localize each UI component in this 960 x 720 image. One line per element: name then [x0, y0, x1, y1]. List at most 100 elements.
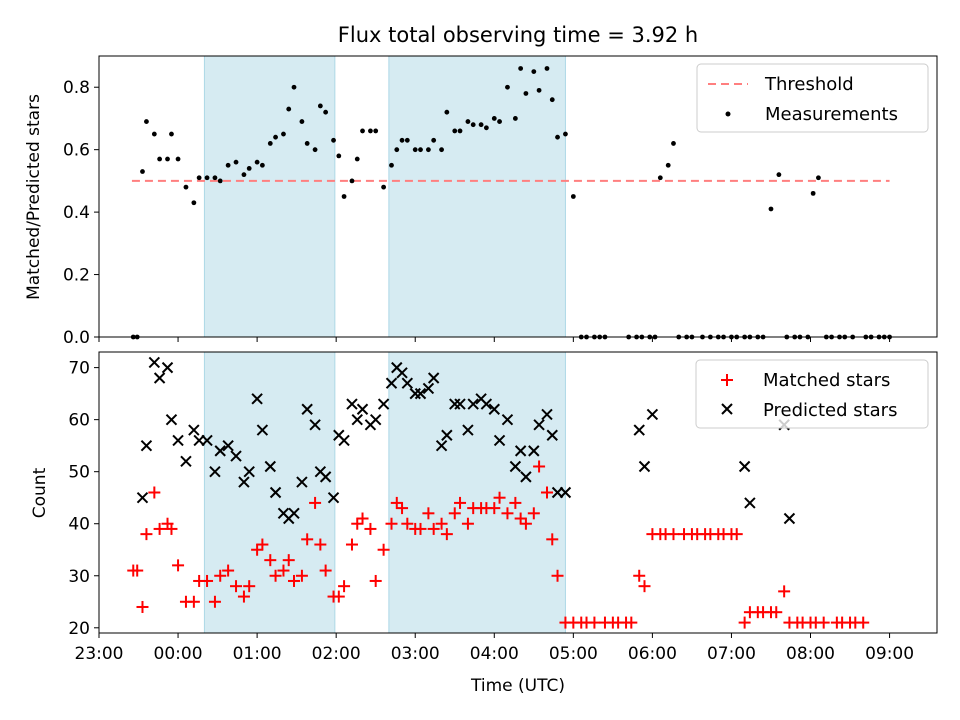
measurement-point [175, 156, 181, 162]
matched-star-point [519, 517, 532, 530]
matched-star-points [127, 460, 870, 629]
predicted-star-point [783, 512, 796, 525]
matched-star-point [172, 559, 185, 572]
predicted-star-point [396, 367, 408, 379]
matched-star-point [396, 502, 409, 515]
predicted-star-point [546, 429, 558, 441]
predicted-star-point [401, 377, 414, 389]
matched-star-point [269, 569, 282, 582]
matched-star-point [277, 564, 290, 577]
top-xticks [98, 337, 891, 342]
predicted-star-point [153, 372, 166, 384]
measurement-point [225, 162, 231, 168]
y-tick-label: 40 [68, 515, 90, 535]
predicted-star-point [501, 413, 514, 426]
measurement-point [665, 162, 671, 168]
legend-measurements-label: Measurements [765, 104, 898, 125]
measurement-point [157, 156, 163, 162]
measurement-point [312, 147, 318, 153]
predicted-star-point [738, 460, 751, 473]
top-panel: 0.00.20.40.60.8 Matched/Predicted stars … [24, 55, 938, 348]
matched-star-point [448, 507, 461, 520]
predicted-star-point [462, 424, 474, 436]
top-axes-frame [98, 55, 938, 338]
measurement-point [354, 156, 360, 162]
matched-star-point [237, 590, 250, 603]
predicted-star-point [414, 387, 427, 400]
measurement-point [204, 175, 210, 181]
bottom-axes-frame [98, 351, 938, 634]
measurement-point [368, 128, 373, 134]
y-tick-label: 0.0 [63, 328, 90, 348]
predicted-star-point [377, 398, 390, 410]
top-y-axis-label: Matched/Predicted stars [24, 94, 44, 300]
matched-star-point [533, 460, 546, 473]
matched-star-point [514, 512, 527, 525]
predicted-star-point [514, 445, 527, 457]
bottom-legend-box [695, 359, 929, 429]
matched-star-point [638, 580, 651, 593]
measurement-point [478, 122, 484, 128]
predicted-star-point [296, 476, 308, 488]
matched-star-point [201, 574, 214, 587]
predicted-star-point [222, 439, 234, 452]
matched-star-point [414, 522, 427, 535]
matched-star-point [546, 533, 559, 546]
predicted-star-point [559, 486, 572, 499]
predicted-star-point [369, 413, 382, 426]
predicted-star-point [638, 460, 651, 473]
matched-star-point [140, 528, 153, 541]
predicted-star-point [172, 434, 184, 447]
measurement-point [491, 116, 497, 121]
predicted-star-point [148, 356, 161, 369]
matched-star-point [770, 606, 783, 619]
measurement-point [465, 119, 471, 124]
predicted-star-point [209, 465, 221, 478]
measurement-point [291, 84, 297, 90]
x-tick-label: 23:00 [75, 644, 124, 664]
top-gridless-ticks: 0.0 0.2 0.4 0.6 0.8 [63, 78, 99, 348]
measurement-point [304, 141, 310, 146]
measurement-point [544, 66, 550, 71]
measurement-point [426, 147, 431, 153]
measurement-point [431, 137, 437, 143]
bottom-y-axis-label: Count [30, 467, 50, 518]
matched-star-point [625, 616, 638, 629]
measurement-point [470, 122, 476, 128]
matched-star-point [131, 564, 144, 577]
predicted-star-point [338, 434, 350, 447]
predicted-star-point [509, 460, 522, 473]
matched-star-point [214, 569, 227, 582]
measurement-point [267, 141, 273, 146]
measurement-point [483, 125, 489, 131]
matched-star-point [633, 569, 646, 582]
measurement-point [444, 109, 450, 115]
measurement-point [768, 206, 774, 212]
measurement-point [140, 169, 145, 174]
y-tick-label: 0.4 [63, 203, 90, 223]
measurement-point [246, 166, 252, 171]
measurement-point [394, 147, 400, 153]
predicted-star-point [288, 507, 300, 520]
measurement-point [512, 116, 518, 121]
shaded-interval-0 [203, 55, 336, 338]
legend-matched-label: Matched stars [763, 370, 890, 391]
predicted-star-point [520, 471, 532, 483]
measurement-point [286, 106, 292, 112]
measurement-point [399, 137, 405, 143]
matched-star-point [509, 496, 522, 509]
measurement-point [381, 184, 387, 190]
predicted-star-point [427, 372, 440, 384]
matched-star-point [730, 528, 743, 541]
y-tick-label: 0.8 [63, 78, 90, 98]
matched-star-point [427, 522, 440, 535]
measurement-point [165, 156, 170, 162]
measurement-point [457, 128, 463, 134]
measurement-point [531, 69, 537, 75]
matched-star-point [165, 522, 178, 535]
predicted-star-point [467, 398, 479, 410]
bottom-yticks: 20 30 40 50 60 70 [68, 359, 99, 639]
matched-star-point [369, 574, 382, 587]
measurement-point [317, 103, 323, 109]
measurement-point [341, 194, 347, 199]
